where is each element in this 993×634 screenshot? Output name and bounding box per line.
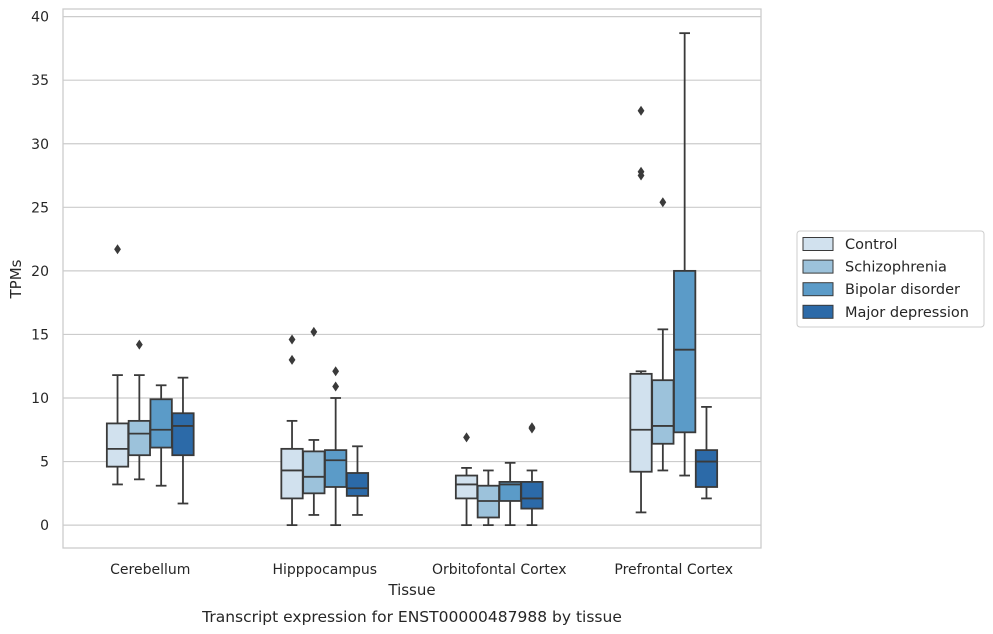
box-body: [105, 422, 130, 468]
boxes: [105, 32, 719, 527]
legend-swatch: [802, 259, 834, 274]
legend-item-control: Control: [802, 237, 897, 253]
legend-swatch: [802, 304, 834, 319]
outlier-point: [135, 339, 143, 350]
box-body: [302, 450, 326, 495]
outlier-point: [637, 105, 645, 116]
legend-label: Bipolar disorder: [845, 282, 960, 298]
box-body: [345, 472, 370, 497]
y-axis-ticks: 0 5 10 15 20 25 30 35 40: [31, 10, 49, 534]
outlier-point: [463, 432, 470, 443]
box-cerebellum-major-depression: [171, 376, 195, 505]
box-orbitofontal-cortex-control: [454, 432, 479, 527]
outlier-point: [332, 381, 340, 392]
box-prefrontal-cortex-control: [629, 105, 653, 514]
box-body: [673, 269, 697, 434]
box-body: [149, 398, 173, 449]
legend: Control Schizophrenia Bipolar disorder Majo…: [796, 230, 985, 328]
box-cerebellum-bipolar-disorder: [149, 384, 173, 487]
box-hipppocampus-schizophrenia: [302, 326, 326, 516]
outlier-point: [310, 326, 318, 337]
outlier-point: [528, 422, 536, 433]
outlier-point: [114, 244, 121, 255]
legend-swatch: [802, 282, 834, 297]
box-prefrontal-cortex-bipolar-disorder: [673, 32, 697, 477]
box-orbitofontal-cortex-bipolar-disorder: [498, 461, 522, 527]
box-body: [127, 419, 151, 457]
x-tick-label-hipppocampus: Hipppocampus: [272, 562, 377, 578]
legend-swatch: [802, 237, 834, 251]
box-body: [651, 379, 675, 445]
box-body: [171, 412, 195, 457]
box-body: [280, 447, 304, 500]
y-tick-label-0: 0: [40, 518, 49, 534]
x-tick-label-orbitofontal-cortex: Orbitofontal Cortex: [432, 562, 567, 578]
box-body: [694, 449, 719, 488]
box-hipppocampus-control: [280, 334, 304, 527]
legend-label: Major depression: [845, 305, 969, 321]
legend-frame: [796, 230, 985, 328]
outlier-point: [637, 166, 645, 177]
y-tick-label-35: 35: [31, 73, 49, 89]
outlier-point: [288, 354, 296, 365]
x-axis-label: Tissue: [387, 581, 435, 599]
box-cerebellum-control: [105, 244, 130, 486]
box-hipppocampus-bipolar-disorder: [324, 366, 348, 527]
plot-frame: [62, 8, 762, 549]
box-body: [629, 372, 653, 473]
box-body: [324, 449, 348, 488]
legend-item-bipolar-disorder: Bipolar disorder: [802, 282, 960, 298]
box-orbitofontal-cortex-major-depression: [520, 422, 544, 527]
box-body: [520, 480, 544, 510]
legend-label: Control: [845, 237, 897, 253]
y-tick-label-25: 25: [31, 200, 49, 216]
y-tick-label-30: 30: [31, 137, 49, 153]
x-tick-label-cerebellum: Cerebellum: [110, 562, 190, 578]
y-axis-label: TPMs: [7, 259, 25, 299]
outlier-point: [288, 334, 296, 345]
outlier-point: [332, 366, 340, 377]
y-tick-label-20: 20: [31, 264, 49, 280]
y-tick-label-40: 40: [31, 10, 49, 26]
box-body: [454, 474, 479, 500]
box-prefrontal-cortex-major-depression: [694, 405, 719, 500]
chart-title: Transcript expression for ENST0000048798…: [201, 608, 622, 626]
box-cerebellum-schizophrenia: [127, 339, 151, 481]
legend-label: Schizophrenia: [845, 260, 947, 276]
y-tick-label-15: 15: [31, 327, 49, 343]
x-tick-label-prefrontal-cortex: Prefrontal Cortex: [614, 562, 733, 578]
y-tick-label-5: 5: [40, 455, 49, 471]
y-tick-label-10: 10: [31, 391, 49, 407]
legend-item-schizophrenia: Schizophrenia: [802, 259, 947, 276]
gridlines: [63, 16, 761, 526]
legend-item-major-depression: Major depression: [802, 304, 969, 321]
x-axis-ticks: Cerebellum Hipppocampus Orbitofontal Corte…: [110, 562, 733, 578]
outlier-point: [659, 197, 667, 208]
box-hipppocampus-major-depression: [345, 445, 370, 516]
box-orbitofontal-cortex-schizophrenia: [476, 469, 500, 527]
